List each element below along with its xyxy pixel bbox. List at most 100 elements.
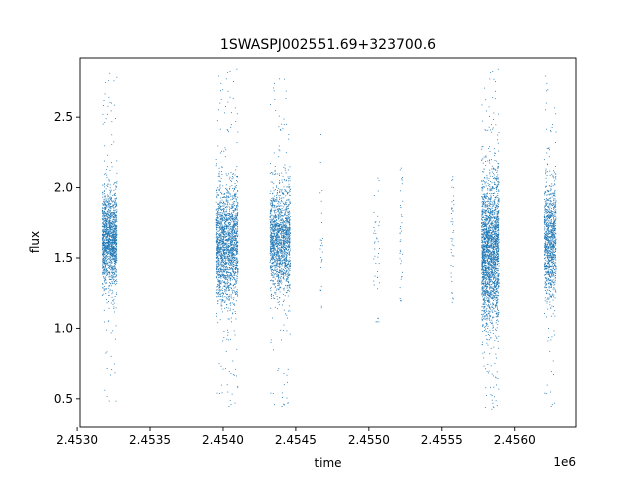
data-point <box>226 174 228 176</box>
data-point <box>274 99 276 100</box>
data-point <box>282 227 284 229</box>
data-point <box>277 270 278 272</box>
data-point <box>236 166 238 167</box>
data-point <box>289 188 291 190</box>
data-point <box>112 217 114 219</box>
data-point <box>222 249 224 251</box>
data-point <box>216 225 218 227</box>
data-point <box>105 206 107 208</box>
data-point <box>226 239 228 241</box>
data-point <box>280 249 282 251</box>
data-point <box>279 281 281 283</box>
data-point <box>105 228 107 230</box>
data-point <box>288 216 289 218</box>
data-point <box>219 242 221 244</box>
data-point <box>108 244 110 245</box>
data-point <box>112 274 114 276</box>
data-point <box>106 248 108 250</box>
data-point <box>275 242 277 244</box>
data-point <box>234 257 236 259</box>
data-point <box>105 262 107 264</box>
data-point <box>222 280 223 282</box>
data-point <box>109 256 111 258</box>
data-point <box>223 237 224 239</box>
data-point <box>102 247 103 249</box>
data-point <box>279 297 281 299</box>
data-point <box>288 261 290 262</box>
data-point <box>235 227 237 229</box>
data-point <box>221 239 223 241</box>
data-point <box>233 236 235 238</box>
data-point <box>487 223 489 225</box>
data-point <box>103 258 105 260</box>
data-point <box>218 250 220 252</box>
data-point <box>107 240 109 242</box>
data-point <box>113 229 115 231</box>
data-point <box>274 298 276 299</box>
data-point <box>217 220 219 222</box>
data-point <box>400 278 402 280</box>
data-point <box>101 272 103 274</box>
data-point <box>234 195 236 196</box>
data-point <box>220 177 222 179</box>
data-point <box>231 238 233 240</box>
data-point <box>220 283 222 285</box>
data-point <box>289 266 291 268</box>
data-point <box>279 208 280 210</box>
data-point <box>218 239 220 241</box>
data-point <box>222 228 224 230</box>
data-point <box>490 188 492 190</box>
data-point <box>106 242 108 244</box>
data-point <box>227 196 229 198</box>
data-point <box>218 265 220 267</box>
data-point <box>377 215 379 217</box>
data-point <box>220 224 222 226</box>
data-point <box>277 247 279 249</box>
data-point <box>231 180 233 182</box>
data-point <box>224 263 225 265</box>
data-point <box>220 90 221 92</box>
data-point <box>236 253 238 255</box>
data-point <box>104 225 106 227</box>
data-point <box>272 201 274 203</box>
data-point <box>286 264 288 266</box>
data-point <box>289 263 291 265</box>
data-point <box>278 276 280 278</box>
data-point <box>105 196 106 198</box>
data-point <box>219 393 220 394</box>
data-point <box>289 231 291 233</box>
data-point <box>289 233 291 235</box>
data-point <box>274 229 276 231</box>
data-point <box>103 242 105 243</box>
data-point <box>105 240 107 242</box>
data-point <box>271 242 273 244</box>
data-point <box>236 142 238 144</box>
data-point <box>227 205 229 207</box>
data-point <box>237 226 239 228</box>
data-point <box>104 233 106 235</box>
data-point <box>276 260 278 262</box>
data-point <box>105 232 107 234</box>
data-point <box>283 246 285 248</box>
data-point <box>288 221 290 222</box>
data-point <box>115 325 117 327</box>
data-point <box>279 197 281 199</box>
data-point <box>223 217 225 218</box>
data-point <box>289 221 290 223</box>
data-point <box>288 186 290 188</box>
data-point <box>233 254 235 255</box>
data-point <box>284 265 286 267</box>
data-point <box>286 280 288 282</box>
data-point <box>218 262 220 264</box>
data-point <box>237 212 239 214</box>
data-point <box>270 392 272 394</box>
data-point <box>235 201 237 203</box>
data-point <box>287 276 289 278</box>
data-point <box>216 240 218 242</box>
data-point <box>108 213 110 215</box>
data-point <box>219 240 221 242</box>
data-point <box>235 199 237 201</box>
data-point <box>114 227 116 229</box>
data-point <box>289 241 291 243</box>
data-point <box>221 260 223 262</box>
